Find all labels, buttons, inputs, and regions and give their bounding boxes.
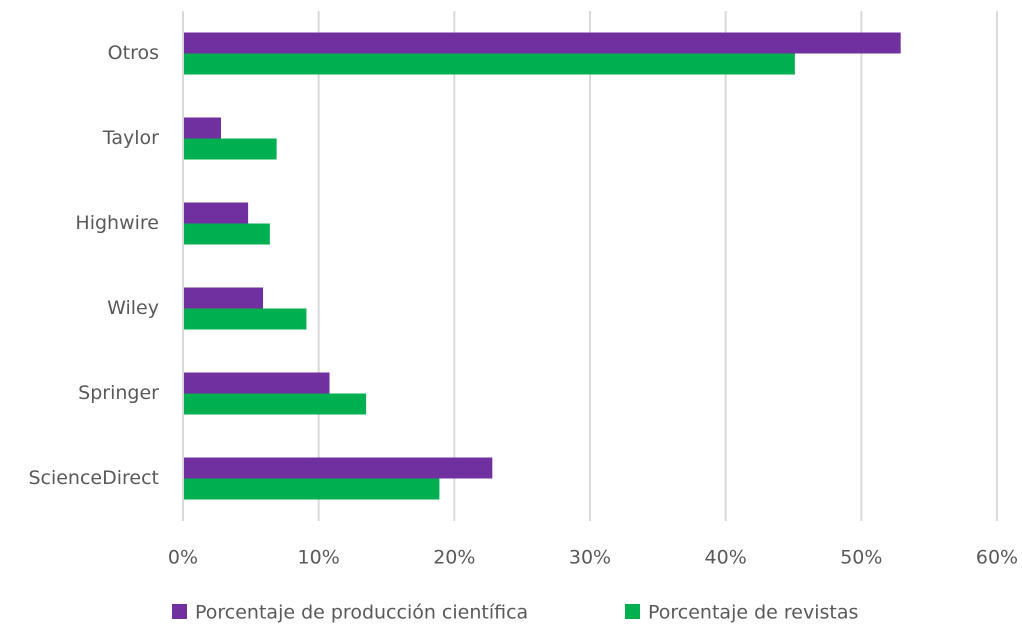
bar — [183, 223, 270, 245]
bar — [183, 393, 367, 415]
x-tick-label: 60% — [976, 547, 1018, 569]
x-tick-label: 40% — [705, 547, 747, 569]
legend-label: Porcentaje de producción científica — [195, 602, 528, 624]
y-tick-label: Springer — [78, 382, 159, 404]
x-tick-label: 20% — [433, 547, 475, 569]
legend-label: Porcentaje de revistas — [648, 602, 858, 624]
bar — [183, 308, 307, 330]
y-tick-label: Wiley — [107, 297, 159, 319]
legend-swatch — [172, 604, 187, 619]
y-tick-label: Taylor — [102, 127, 159, 149]
bar — [183, 202, 249, 224]
bar — [183, 138, 277, 160]
legend-swatch — [625, 604, 640, 619]
y-tick-label: Otros — [108, 42, 159, 64]
bar — [183, 287, 264, 309]
bar — [183, 457, 493, 479]
x-tick-label: 30% — [569, 547, 611, 569]
x-tick-label: 50% — [840, 547, 882, 569]
bar — [183, 372, 330, 394]
bar — [183, 117, 221, 139]
x-tick-label: 0% — [168, 547, 198, 569]
x-tick-label: 10% — [298, 547, 340, 569]
bar — [183, 478, 440, 500]
y-tick-label: ScienceDirect — [28, 467, 159, 489]
bar — [183, 32, 901, 54]
bar — [183, 53, 795, 75]
y-tick-label: Highwire — [75, 212, 159, 234]
